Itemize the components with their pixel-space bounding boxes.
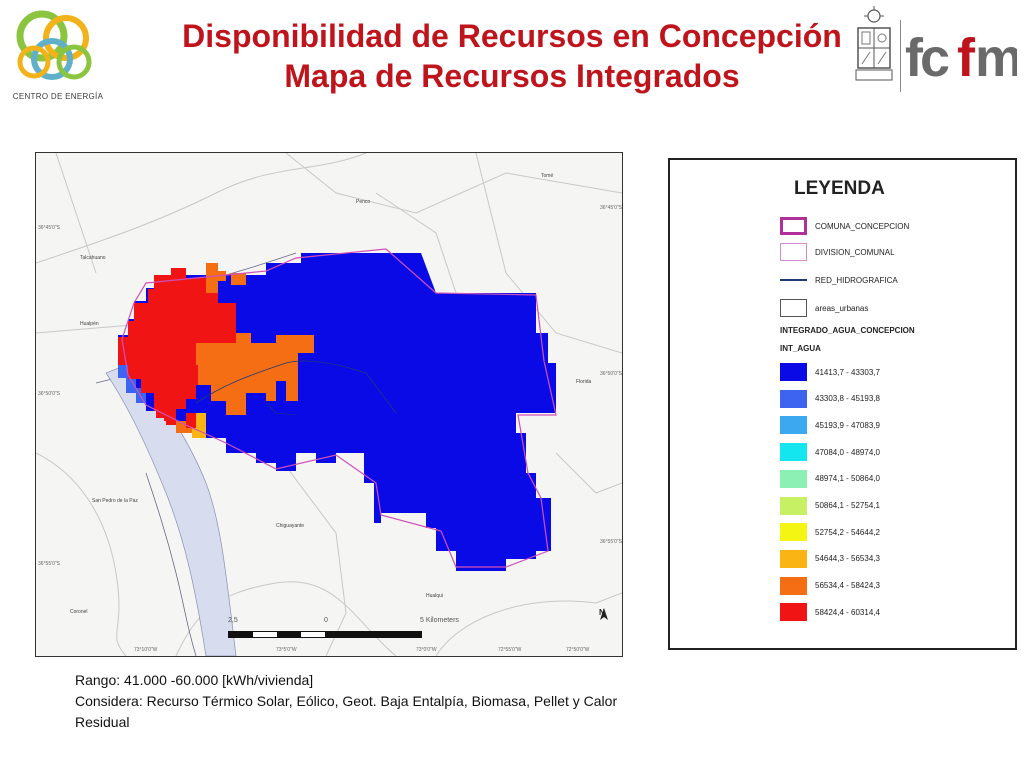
place-label: Hualqui [426,593,443,599]
legend-label: RED_HIDROGRAFICA [815,275,898,285]
legend-class-item: 52754,2 - 54644,2 [780,522,880,542]
hidro-line-icon [780,271,807,289]
legend-class-item: 54644,3 - 56534,3 [780,549,880,569]
fcfm-logo: fc f m [905,28,1017,88]
coord-label: 36°50'0"S [38,391,60,397]
legend-class-swatch [780,523,807,542]
place-label: Florida [576,379,592,385]
coord-label: 36°45'0"S [600,205,622,211]
comuna-swatch [780,217,807,235]
legend-class-label: 56534,4 - 58424,3 [815,581,880,591]
swirl-logo-icon [16,10,92,80]
legend-class-label: 52754,2 - 54644,2 [815,527,880,537]
svg-text:fc: fc [905,28,949,88]
legend-class-item: 50864,1 - 52754,1 [780,496,880,516]
legend-class-swatch [780,443,807,462]
legend-class-label: 41413,7 - 43303,7 [815,367,880,377]
north-label: N [599,608,605,617]
legend-class-label: 45193,9 - 47083,9 [815,420,880,430]
legend-item-comuna: COMUNA_CONCEPCION [780,216,909,236]
urbanas-swatch [780,299,807,317]
coord-label: 36°55'0"S [38,561,60,567]
caption-considera: Considera: Recurso Térmico Solar, Eólico… [75,693,618,730]
biobio-river [105,362,237,656]
legend-class-swatch [780,549,807,568]
coord-label: 36°55'0"S [600,539,622,545]
centro-energia-label: CENTRO DE ENERGÍA [12,92,104,101]
svg-text:m: m [975,28,1017,88]
legend-title: LEYENDA [794,178,885,199]
coord-label: 73°10'0"W [134,647,158,653]
legend-class-item: 58424,4 - 60314,4 [780,602,880,622]
legend-label: COMUNA_CONCEPCION [815,221,910,231]
place-label: Tomé [541,173,554,179]
legend-label: areas_urbanas [815,303,869,313]
caption: Rango: 41.000 -60.000 [kWh/vivienda] Con… [75,670,620,733]
logo-divider [900,20,901,92]
red-resource-zone [118,268,236,421]
university-seal-icon [855,6,893,81]
place-label: Coronel [70,609,88,615]
scale-label-right: 5 Kilometers [420,617,459,624]
scale-label-zero: 0 [324,617,328,624]
coord-label: 73°5'0"W [276,647,297,653]
legend-class-item: 45193,9 - 47083,9 [780,415,880,435]
slide-title: Disponibilidad de Recursos en Concepción… [112,16,912,96]
legend-class-swatch [780,416,807,435]
centro-energia-logo: CENTRO DE ENERGÍA [4,4,112,102]
legend-class-swatch [780,576,807,595]
caption-range: Rango: 41.000 -60.000 [kWh/vivienda] [75,672,314,688]
legend-class-label: 54644,3 - 56534,3 [815,554,880,564]
legend-class-swatch [780,496,807,515]
coord-label: 72°50'0"W [566,647,590,653]
coord-label: 36°45'0"S [38,225,60,231]
coord-label: 73°0'0"W [416,647,437,653]
map-canvas[interactable] [36,153,622,656]
legend-class-item: 43303,8 - 45193,8 [780,389,880,409]
resource-map[interactable]: Talcahuano Penco Tomé Hualpén Florida Sa… [35,152,623,657]
legend-class-swatch [780,389,807,408]
legend-group-title: INTEGRADO_AGUA_CONCEPCION [780,326,915,335]
title-line-1: Disponibilidad de Recursos en Concepción [182,18,842,54]
scale-bar: 2,5 0 5 Kilometers [228,617,459,638]
comuna-boundary [121,248,557,568]
map-legend: LEYENDA COMUNA_CONCEPCION DIVISION_COMUN… [668,158,1017,650]
legend-class-label: 58424,4 - 60314,4 [815,607,880,617]
legend-class-item: 56534,4 - 58424,3 [780,576,880,596]
legend-item-hidro: RED_HIDROGRAFICA [780,270,898,290]
place-label: Talcahuano [80,255,106,261]
legend-class-label: 50864,1 - 52754,1 [815,501,880,510]
coord-label: 36°50'0"S [600,371,622,377]
legend-class-label: 48974,1 - 50864,0 [815,474,880,484]
place-label: Chiguayante [276,523,305,529]
place-label: Penco [356,199,371,205]
coord-label: 72°55'0"W [498,647,522,653]
north-arrow-icon: N [599,608,608,620]
division-swatch [780,243,807,261]
legend-item-urbanas: areas_urbanas [780,298,868,318]
legend-class-item: 48974,1 - 50864,0 [780,469,880,489]
place-label: San Pedro de la Paz [92,498,138,504]
legend-class-item: 47084,0 - 48974,0 [780,442,880,462]
legend-class-swatch [780,363,807,381]
legend-class-label: 43303,8 - 45193,8 [815,394,880,404]
legend-item-division: DIVISION_COMUNAL [780,242,895,262]
legend-class-swatch [780,603,807,622]
title-line-2: Mapa de Recursos Integrados [284,58,740,94]
legend-field-title: INT_AGUA [780,344,821,353]
svg-text:f: f [957,28,976,88]
legend-label: DIVISION_COMUNAL [815,247,895,257]
legend-class-swatch [780,469,807,488]
place-label: Hualpén [80,321,99,327]
legend-class-item: 41413,7 - 43303,7 [780,362,880,382]
legend-class-label: 47084,0 - 48974,0 [815,447,880,457]
scale-label-left: 2,5 [228,617,238,624]
